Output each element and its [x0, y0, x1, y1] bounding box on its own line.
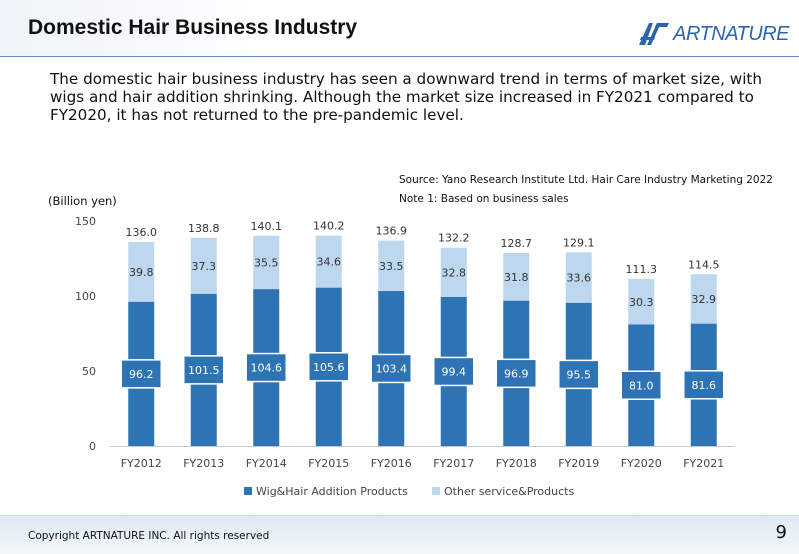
legend-label-wig-hair-addition: Wig&Hair Addition Products — [256, 485, 408, 498]
legend-swatch-other-service — [432, 487, 440, 495]
data-label-wig-hair-addition: 105.6 — [313, 361, 345, 374]
data-label-other-service: 34.6 — [317, 256, 342, 269]
y-axis-unit-label: (Billion yen) — [48, 194, 117, 208]
data-label-box — [683, 370, 725, 400]
bar-other-service — [315, 235, 342, 288]
data-label-wig-hair-addition: 96.9 — [504, 367, 529, 380]
legend-label-other-service: Other service&Products — [444, 485, 574, 498]
data-label-total: 138.8 — [188, 222, 220, 235]
x-tick-label: FY2013 — [183, 457, 224, 470]
copyright-text: Copyright ARTNATURE INC. All rights rese… — [28, 530, 270, 542]
data-label-other-service: 39.8 — [129, 266, 154, 279]
bar-other-service — [690, 274, 717, 324]
data-label-wig-hair-addition: 81.6 — [692, 379, 717, 392]
logo-mark-icon — [639, 23, 670, 45]
x-tick-label: FY2021 — [683, 457, 724, 470]
data-label-box — [433, 356, 475, 387]
source-note: Source: Yano Research Institute Ltd. Hai… — [399, 174, 773, 186]
data-label-other-service: 33.5 — [379, 260, 404, 273]
data-label-total: 136.9 — [376, 225, 408, 238]
data-label-wig-hair-addition: 81.0 — [629, 379, 654, 392]
x-tick-label: FY2015 — [308, 457, 349, 470]
data-label-total: 114.5 — [688, 258, 720, 271]
data-label-total: 140.1 — [251, 220, 283, 233]
data-label-other-service: 35.5 — [254, 256, 279, 269]
data-label-other-service: 33.6 — [567, 272, 592, 285]
bar-other-service — [565, 252, 592, 303]
data-label-other-service: 32.9 — [692, 293, 717, 306]
bar-other-service — [628, 279, 655, 325]
data-label-total: 140.2 — [313, 220, 345, 233]
data-label-other-service: 30.3 — [629, 296, 654, 309]
legend-swatch-wig-hair-addition — [244, 487, 252, 495]
data-label-box — [620, 370, 662, 400]
x-tick-label: FY2012 — [121, 457, 162, 470]
x-tick-label: FY2014 — [246, 457, 287, 470]
data-label-total: 132.2 — [438, 232, 470, 245]
data-label-wig-hair-addition: 101.5 — [188, 364, 220, 377]
data-label-total: 111.3 — [626, 263, 658, 276]
data-label-wig-hair-addition: 99.4 — [442, 365, 467, 378]
data-label-total: 136.0 — [126, 226, 158, 239]
y-tick-label: 100 — [75, 290, 96, 303]
note-text: Note 1: Based on business sales — [399, 193, 569, 205]
x-tick-label: FY2020 — [621, 457, 662, 470]
data-label-wig-hair-addition: 96.2 — [129, 368, 154, 381]
data-label-box — [370, 353, 412, 384]
data-label-box — [120, 359, 162, 389]
header-bar — [0, 0, 799, 57]
data-label-total: 128.7 — [501, 237, 533, 250]
bar-other-service — [253, 235, 280, 290]
x-tick-label: FY2019 — [558, 457, 599, 470]
x-tick-label: FY2016 — [371, 457, 412, 470]
bar-other-service — [440, 247, 467, 297]
page-number: 9 — [775, 522, 787, 543]
data-label-box — [245, 352, 287, 383]
data-label-wig-hair-addition: 95.5 — [567, 368, 592, 381]
data-label-wig-hair-addition: 104.6 — [251, 362, 283, 375]
data-label-box — [495, 358, 537, 389]
data-label-box — [558, 359, 600, 390]
x-tick-label: FY2018 — [496, 457, 537, 470]
artnature-logo: ARTNATURE — [637, 20, 789, 48]
page-title: Domestic Hair Business Industry — [28, 16, 358, 39]
y-tick-label: 0 — [89, 440, 96, 453]
summary-text: The domestic hair business industry has … — [50, 70, 763, 124]
bar-other-service — [190, 237, 217, 294]
data-label-total: 129.1 — [563, 236, 595, 249]
data-label-other-service: 37.3 — [192, 260, 217, 273]
data-label-box — [308, 352, 350, 382]
data-label-wig-hair-addition: 103.4 — [376, 362, 408, 375]
stacked-bar-chart: 0 50 100 150 96.2 39.8 136.0 FY2012 101.5 37.3 138… — [75, 215, 735, 498]
bar-other-service — [503, 252, 530, 301]
bar-other-service — [128, 242, 155, 302]
y-tick-label: 150 — [75, 215, 96, 228]
y-tick-label: 50 — [82, 365, 96, 378]
footer-bar — [0, 515, 799, 554]
data-label-other-service: 31.8 — [504, 271, 529, 284]
bar-other-service — [378, 240, 405, 291]
data-label-other-service: 32.8 — [442, 266, 467, 279]
x-tick-label: FY2017 — [433, 457, 474, 470]
logo-text: ARTNATURE — [673, 22, 789, 45]
data-label-box — [183, 355, 225, 385]
